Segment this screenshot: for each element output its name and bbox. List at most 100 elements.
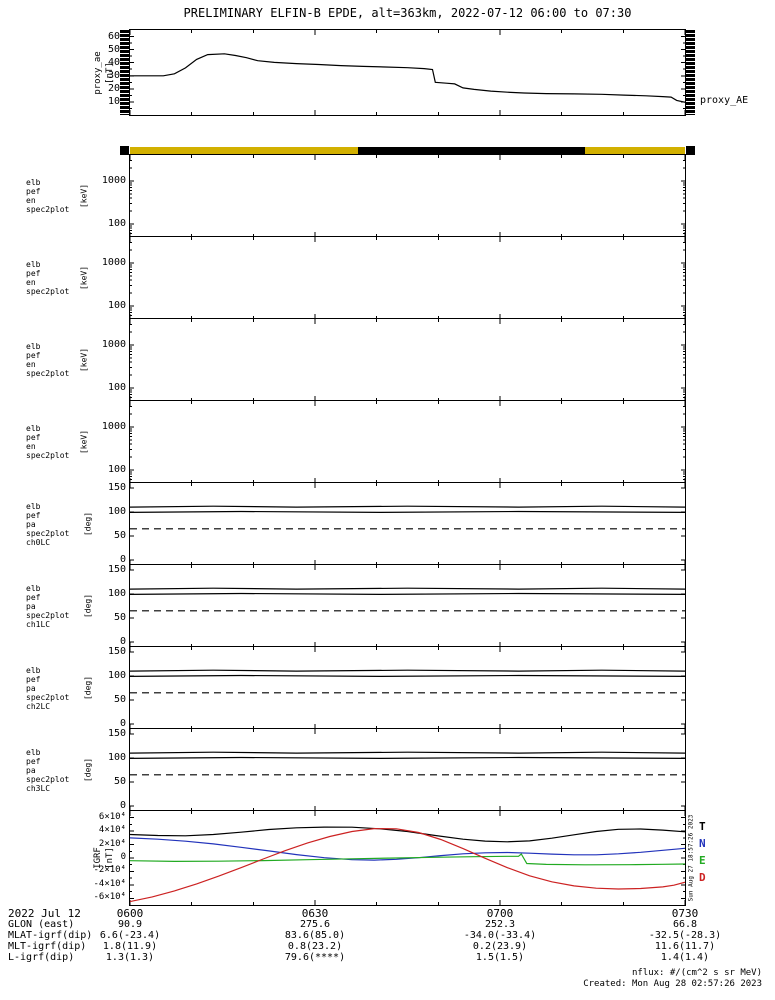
pitch-angle-canvas-0 — [130, 483, 685, 565]
ylabel-word: pa — [26, 520, 36, 529]
row-value-3-1: 79.6(****) — [284, 952, 346, 963]
ytick-label-100: 100 — [107, 752, 126, 763]
legend-T: T — [699, 820, 706, 833]
ylabel-word: pef — [26, 351, 41, 360]
ytick-label-150: 150 — [107, 646, 126, 657]
ytick-label-150: 150 — [107, 564, 126, 575]
date-label: 2022 Jul 12 — [8, 907, 81, 920]
ytick-label-100: 100 — [107, 218, 126, 229]
ytick-label-0: 0 — [119, 800, 126, 811]
ylabel-word: spec2plot — [26, 369, 70, 378]
row-value-2-1: 0.8(23.2) — [287, 941, 343, 952]
ylabel-word: elb — [26, 260, 41, 269]
proxy-ae-canvas — [130, 30, 685, 115]
ylabel-word: ch3LC — [26, 784, 51, 793]
proxy-ae-right-label: proxy_AE — [700, 95, 749, 106]
ytick-label-500: 500 — [107, 44, 126, 55]
ylabel-word: spec2plot — [26, 529, 70, 538]
pa-ylabel-3: elb pef pa spec2plot ch3LC — [26, 748, 69, 793]
pa-ylabel-0: elb pef pa spec2plot ch0LC — [26, 502, 69, 547]
row-label-0: GLON (east) — [8, 919, 75, 930]
ytick-label-6×10⁴: 6×10⁴ — [98, 812, 126, 822]
created-timestamp: Created: Mon Aug 28 02:57:26 2023 — [583, 979, 762, 989]
row-value-3-3: 1.4(1.4) — [660, 952, 710, 963]
pa-line-loss-cone — [130, 756, 685, 760]
nflux-units-note: nflux: #/(cm^2 s sr MeV) — [631, 968, 762, 978]
ylabel-word: spec2plot — [26, 775, 70, 784]
ytick-label-100: 100 — [107, 382, 126, 393]
igrf-panel — [129, 810, 686, 906]
day-night-ribbon — [130, 147, 685, 154]
plot-title: PRELIMINARY ELFIN-B EPDE, alt=363km, 202… — [183, 6, 632, 20]
ylabel-word: pef — [26, 675, 41, 684]
pitch-angle-panel-0 — [129, 482, 686, 566]
ylabel-word: spec2plot — [26, 205, 70, 214]
ylabel-word: pef — [26, 593, 41, 602]
energy-spec-panel-2 — [129, 318, 686, 402]
ytick-label-600: 600 — [107, 31, 126, 42]
ribbon-cap-right — [686, 146, 695, 155]
ytick-label-200: 200 — [107, 83, 126, 94]
ylabel-word: elb — [26, 424, 41, 433]
igrf-line-D — [130, 827, 685, 903]
ytick-label-150: 150 — [107, 728, 126, 739]
xtick-label-0730: 0730 — [671, 907, 699, 920]
xtick-label-0600: 0600 — [116, 907, 144, 920]
proxy-ae-line — [130, 53, 685, 103]
ylabel-word: pef — [26, 433, 41, 442]
pitch-angle-canvas-2 — [130, 647, 685, 729]
row-value-1-1: 83.6(85.0) — [284, 930, 346, 941]
ylabel-word: en — [26, 360, 36, 369]
ylabel-word: pa — [26, 766, 36, 775]
pa-line-anti-loss-cone — [130, 587, 685, 590]
ytick-label-50: 50 — [113, 612, 126, 623]
ylabel-word: pa — [26, 684, 36, 693]
pa-line-anti-loss-cone — [130, 505, 685, 508]
ytick-label-0: 0 — [120, 852, 126, 862]
ylabel-word: ch1LC — [26, 620, 51, 629]
ytick-label-100: 100 — [107, 588, 126, 599]
row-value-2-2: 0.2(23.9) — [472, 941, 528, 952]
pa-unit-1: [deg] — [83, 593, 93, 619]
energy-spec-canvas-0 — [130, 155, 685, 237]
ylabel-word: elb — [26, 666, 41, 675]
ribbon-segment-sunlit-0 — [130, 147, 358, 154]
igrf-ylabel-1: [nT] — [105, 847, 115, 869]
proxy-ylabel-0: proxy_ae — [93, 50, 103, 95]
ylabel-word: spec2plot — [26, 611, 70, 620]
spec-ylabel-0: elb pef en spec2plot — [26, 178, 69, 214]
ytick-label--6×10⁴: -6×10⁴ — [93, 892, 126, 902]
spec-ylabel-2: elb pef en spec2plot — [26, 342, 69, 378]
xtick-label-0700: 0700 — [486, 907, 514, 920]
pa-line-loss-cone — [130, 510, 685, 514]
legend-N: N — [699, 837, 706, 850]
legend-E: E — [699, 854, 706, 867]
ylabel-word: en — [26, 196, 36, 205]
ylabel-word: pef — [26, 757, 41, 766]
ylabel-word: en — [26, 278, 36, 287]
ylabel-word: pef — [26, 511, 41, 520]
ytick-label-1000: 1000 — [101, 175, 126, 186]
ytick-label-50: 50 — [113, 776, 126, 787]
energy-spec-panel-1 — [129, 236, 686, 320]
pa-unit-2: [deg] — [83, 675, 93, 701]
ytick-label-50: 50 — [113, 694, 126, 705]
energy-spec-panel-0 — [129, 154, 686, 238]
igrf-line-E — [130, 853, 685, 866]
energy-spec-canvas-1 — [130, 237, 685, 319]
ylabel-word: elb — [26, 178, 41, 187]
pa-ylabel-1: elb pef pa spec2plot ch1LC — [26, 584, 69, 629]
ribbon-cap-left — [120, 146, 129, 155]
ylabel-word: elb — [26, 342, 41, 351]
ytick-label-4×10⁴: 4×10⁴ — [98, 825, 126, 835]
spec-unit-2: [keV] — [79, 347, 89, 373]
ytick-label-1000: 1000 — [101, 421, 126, 432]
data-gap-bar-right — [686, 30, 695, 115]
spec-ylabel-1: elb pef en spec2plot — [26, 260, 69, 296]
pitch-angle-panel-1 — [129, 564, 686, 648]
pa-line-anti-loss-cone — [130, 669, 685, 672]
igrf-line-N — [130, 837, 685, 861]
pa-line-anti-loss-cone — [130, 751, 685, 754]
pa-line-loss-cone — [130, 674, 685, 678]
row-value-0-1: 275.6 — [299, 919, 331, 930]
